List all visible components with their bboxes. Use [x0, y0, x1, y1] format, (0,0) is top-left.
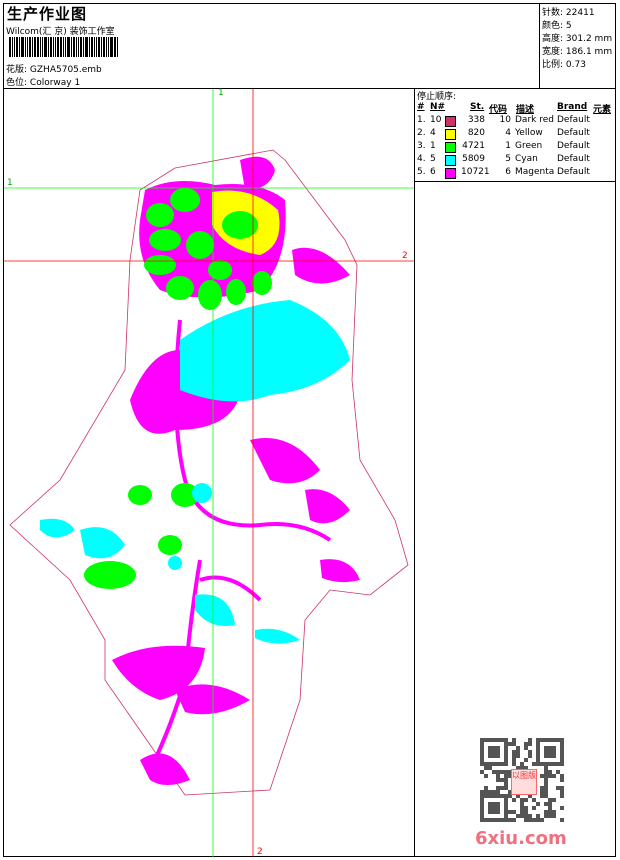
stat-colors: 颜色: 5 — [542, 21, 572, 31]
embroidery-magenta — [112, 156, 360, 785]
guide-label-v1: 1 — [218, 88, 224, 98]
row-code: 10 — [499, 115, 511, 125]
row-needle: 4 — [430, 128, 436, 138]
color-row: 2. 4 820 4 Yellow Default — [417, 128, 617, 141]
color-row: 5. 6 10721 6 Magenta Default — [417, 167, 617, 180]
col-element: 元素 — [593, 105, 612, 115]
row-desc: Green — [515, 141, 543, 151]
col-num: # — [417, 102, 425, 112]
row-code: 6 — [505, 167, 511, 177]
col-code: 代码 — [489, 105, 508, 115]
design-file: 花版: GZHA5705.emb — [6, 62, 102, 75]
color-row: 1. 10 338 10 Dark red Default — [417, 115, 617, 128]
row-stitches: 338 — [467, 115, 485, 125]
stop-sequence-title: 停止顺序: — [417, 92, 457, 102]
design-value: GZHA5705.emb — [29, 65, 102, 75]
row-num: 4. — [417, 154, 426, 164]
row-brand: Default — [557, 115, 590, 125]
col-needle: N# — [430, 102, 446, 112]
row-code: 4 — [505, 128, 511, 138]
sheet-frame — [3, 3, 616, 857]
stat-scale: 比例: 0.73 — [542, 60, 586, 70]
row-needle: 1 — [430, 141, 436, 151]
stats-divider — [539, 3, 540, 88]
panel-divider — [414, 88, 415, 857]
barcode — [9, 37, 150, 57]
row-needle: 10 — [430, 115, 442, 125]
row-num: 2. — [417, 128, 426, 138]
row-desc: Cyan — [515, 154, 538, 164]
colorway-value: Colorway 1 — [29, 78, 81, 88]
guide-label-v2: 2 — [257, 847, 263, 857]
color-swatch — [445, 142, 456, 153]
row-desc: Yellow — [515, 128, 543, 138]
row-brand: Default — [557, 154, 590, 164]
company-name: Wilcom(汇 京) 装饰工作室 — [6, 27, 115, 37]
color-swatch — [445, 116, 456, 127]
colorway-label: 色位: — [6, 78, 28, 88]
row-needle: 5 — [430, 154, 436, 164]
row-desc: Magenta — [515, 167, 555, 177]
row-desc: Dark red — [515, 115, 554, 125]
row-num: 3. — [417, 141, 426, 151]
guide-label-h1: 1 — [7, 178, 13, 188]
row-code: 5 — [505, 154, 511, 164]
design-label: 花版: — [6, 65, 28, 75]
row-num: 1. — [417, 115, 426, 125]
watermark: 6xiu.com — [475, 828, 567, 849]
row-stitches: 4721 — [462, 141, 485, 151]
color-swatch — [445, 155, 456, 166]
row-stitches: 5809 — [462, 154, 485, 164]
color-row: 4. 5 5809 5 Cyan Default — [417, 154, 617, 167]
color-swatch — [445, 129, 456, 140]
embroidery-green — [84, 188, 272, 589]
row-stitches: 820 — [467, 128, 485, 138]
col-brand: Brand — [557, 102, 588, 112]
colorway: 色位: Colorway 1 — [6, 75, 80, 88]
color-row: 3. 1 4721 1 Green Default — [417, 141, 617, 154]
table-divider — [414, 181, 616, 182]
row-needle: 6 — [430, 167, 436, 177]
color-swatch — [445, 168, 456, 179]
row-num: 5. — [417, 167, 426, 177]
col-stitches: St. — [470, 102, 485, 112]
row-brand: Default — [557, 167, 590, 177]
stat-stitches: 针数: 22411 — [542, 8, 595, 18]
stamp-logo: 以图版 — [511, 769, 537, 795]
row-code: 1 — [505, 141, 511, 151]
col-desc: 描述 — [516, 105, 535, 115]
row-brand: Default — [557, 141, 590, 151]
embroidery-stems — [148, 319, 332, 771]
stat-height: 高度: 301.2 mm — [542, 34, 613, 44]
row-stitches: 10721 — [461, 167, 490, 177]
row-brand: Default — [557, 128, 590, 138]
stat-width: 宽度: 186.1 mm — [542, 47, 613, 57]
embroidery-cyan — [40, 300, 350, 644]
page-title: 生产作业图 — [7, 5, 88, 23]
header-divider — [3, 88, 616, 89]
guide-label-h2: 2 — [402, 251, 408, 261]
